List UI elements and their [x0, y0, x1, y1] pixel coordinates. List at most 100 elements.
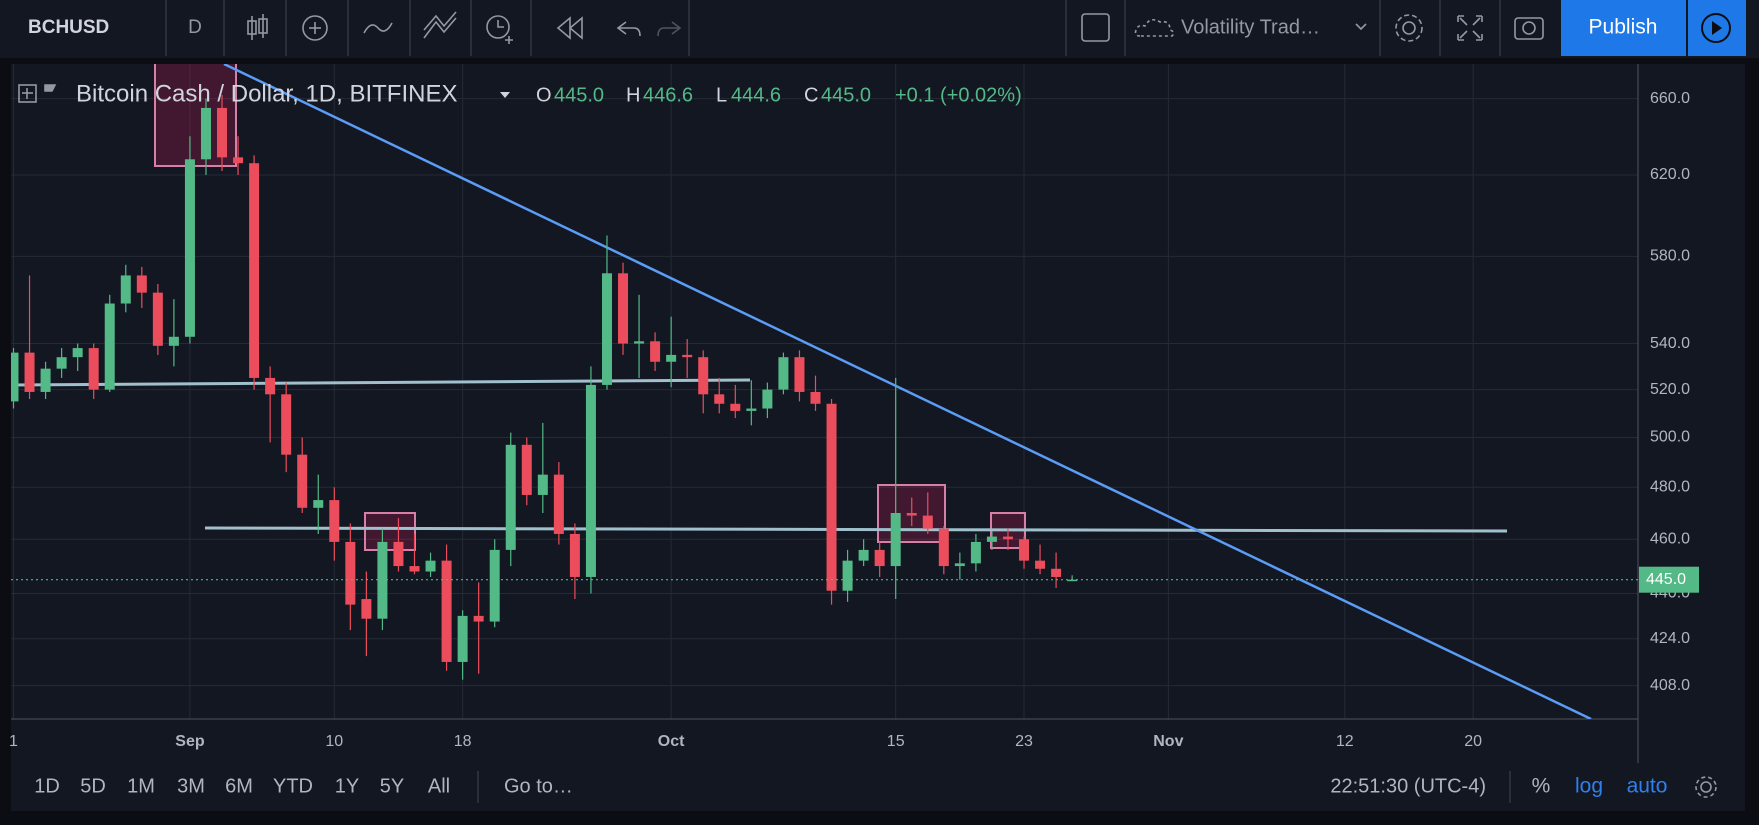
candle-body [24, 352, 35, 392]
candle-body [938, 528, 949, 567]
drawings [11, 64, 1592, 719]
candle-body [40, 368, 51, 392]
candle-body [618, 273, 629, 344]
candle-body [698, 357, 709, 395]
range-button[interactable]: 3M [177, 775, 205, 797]
goto[interactable]: Go to… [504, 775, 573, 797]
symbol[interactable]: BCHUSD [28, 17, 109, 38]
x-tick-label: 1 [9, 733, 18, 750]
publish-button[interactable] [1561, 0, 1686, 56]
candle-body [954, 563, 965, 567]
candle-body [409, 566, 420, 572]
fullscreen-icon[interactable] [1457, 15, 1483, 41]
candle-body [874, 549, 885, 567]
range-button[interactable]: All [428, 775, 450, 797]
range-button[interactable]: 1Y [335, 775, 359, 797]
grid [11, 64, 1638, 719]
settings-icon[interactable] [1395, 14, 1423, 42]
candle-body [1002, 536, 1013, 540]
clock: 22:51:30 (UTC-4) [1330, 775, 1486, 797]
candle-body [1019, 539, 1030, 561]
replay-icon[interactable] [556, 16, 583, 40]
alert-icon[interactable] [486, 15, 513, 44]
candle-body [441, 560, 452, 662]
candle-body [104, 303, 115, 390]
layout-chevron[interactable] [1355, 23, 1367, 31]
candle-body [313, 500, 324, 508]
candle-body [682, 354, 693, 358]
horizontal-line-drawing[interactable] [11, 378, 751, 387]
candle-body [521, 444, 532, 495]
candle-body [200, 107, 211, 160]
high-label: H [626, 84, 640, 106]
range-button[interactable]: 1M [127, 775, 155, 797]
interval[interactable]: D [188, 17, 202, 38]
overlay: 408.0424.0440.0460.0480.0500.0520.0540.0… [9, 90, 1699, 750]
candle-body [1067, 579, 1078, 582]
range-button[interactable]: 6M [225, 775, 253, 797]
auto-toggle[interactable]: auto [1627, 775, 1668, 798]
candle-body [826, 403, 837, 591]
candle-body [56, 357, 67, 369]
candle-body [650, 341, 661, 362]
candles [11, 94, 1078, 680]
candle-body [11, 352, 19, 402]
candle-body [906, 512, 917, 516]
log-toggle[interactable]: log [1575, 775, 1603, 798]
candle-body [714, 394, 725, 404]
y-tick-label: 620.0 [1650, 166, 1690, 183]
range-button[interactable]: YTD [273, 775, 313, 797]
candle-body [345, 541, 356, 605]
candle-body [329, 500, 340, 542]
drawing-toggle[interactable] [1081, 13, 1110, 42]
x-tick-label: 18 [454, 733, 472, 750]
percent-toggle[interactable]: % [1532, 775, 1551, 798]
legend-caret[interactable] [500, 92, 510, 98]
candle-body [233, 157, 244, 164]
close-label: C [804, 84, 818, 106]
candle-body [249, 163, 260, 378]
trend-line-drawing[interactable] [223, 64, 1592, 719]
candle-body [569, 533, 580, 577]
range-button[interactable]: 5Y [380, 775, 404, 797]
rectangle-drawing[interactable] [364, 512, 416, 551]
candle-body [120, 275, 131, 304]
undo-icon[interactable] [616, 21, 641, 37]
candle-body [377, 541, 388, 619]
low-label: L [716, 84, 727, 106]
templates-icon[interactable] [423, 11, 457, 39]
candle-body [217, 107, 228, 158]
compare-icon[interactable] [302, 15, 328, 41]
publish-label[interactable]: Publish [1589, 16, 1658, 39]
play-icon[interactable] [1701, 13, 1731, 43]
toolbar-separators [165, 0, 1501, 56]
y-tick-label: 460.0 [1650, 530, 1690, 547]
candle-body [553, 474, 564, 534]
toolbar [0, 0, 1759, 58]
layout-name[interactable]: Volatility Trad… [1181, 16, 1320, 38]
y-tick-label: 580.0 [1650, 248, 1690, 265]
candle-body [297, 454, 308, 508]
range-button[interactable]: 1D [34, 775, 60, 797]
legend-icons [18, 84, 57, 103]
candle-body [505, 444, 516, 550]
candle-body [730, 403, 741, 411]
y-tick-label: 540.0 [1650, 335, 1690, 352]
candle-body [88, 348, 99, 390]
candle-body [858, 549, 869, 561]
range-button[interactable]: 5D [80, 775, 106, 797]
candle-body [842, 560, 853, 591]
indicators-icon[interactable] [363, 22, 393, 34]
candle-body [361, 599, 372, 619]
y-tick-label: 660.0 [1650, 90, 1690, 107]
horizontal-line-drawing[interactable] [204, 526, 1508, 533]
cloud-icon[interactable] [1134, 18, 1175, 37]
candle-body [810, 391, 821, 404]
chart-type-icon[interactable] [247, 14, 268, 40]
legend-title[interactable]: Bitcoin Cash / Dollar, 1D, BITFINEX [76, 80, 457, 107]
last-price-label: 445.0 [1646, 571, 1686, 588]
snapshot-icon[interactable] [1514, 17, 1544, 40]
axis-settings-icon[interactable] [1695, 776, 1717, 798]
candle-body [794, 357, 805, 392]
range-buttons: 1D 5D 1M 3M 6M YTD 1Y 5Y All [34, 775, 450, 797]
